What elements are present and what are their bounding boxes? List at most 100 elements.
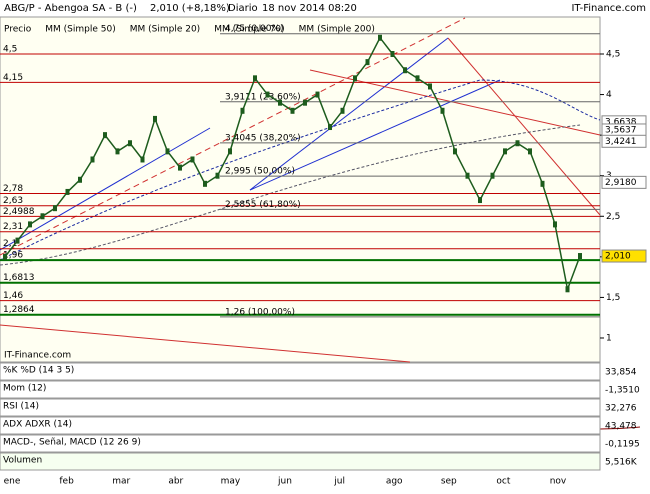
candle: [353, 75, 357, 82]
x-tick-label: mar: [112, 477, 130, 487]
candle: [28, 221, 32, 228]
brand: IT-Finance.com: [571, 3, 646, 14]
level-label: 3,9111 (23,60%): [225, 92, 301, 102]
level-label: 4,75 (0,00%): [225, 24, 284, 34]
marker-box: [601, 134, 647, 148]
candle: [228, 148, 232, 155]
y-tick-label: 4,5: [606, 49, 620, 59]
level-label: 4,5: [3, 44, 17, 54]
candle: [315, 91, 320, 98]
level-label: 1,96: [3, 251, 23, 261]
x-tick-label: ene: [4, 477, 21, 487]
x-tick-label: sep: [441, 477, 457, 487]
candle: [190, 156, 195, 163]
trendline: [447, 37, 601, 216]
trendline: [249, 37, 449, 191]
level-label: 2,1: [3, 239, 17, 249]
candle: [515, 140, 520, 147]
legend-entry: Precio: [4, 25, 32, 35]
x-tick-label: feb: [59, 477, 74, 487]
candle: [365, 59, 370, 66]
x-tick-label: ago: [386, 477, 403, 487]
x-tick-label: jun: [277, 477, 292, 487]
candle: [440, 107, 445, 114]
panel-value: -0,1195: [605, 440, 640, 450]
candle: [540, 180, 545, 187]
panel-name: RSI (14): [3, 402, 39, 412]
trendline: [309, 69, 601, 136]
marker-box: [601, 249, 647, 263]
candle: [578, 253, 582, 260]
marker-label: 3,4241: [605, 137, 637, 147]
candle: [278, 99, 282, 106]
candle: [290, 107, 295, 114]
candle: [478, 197, 482, 204]
candle: [253, 75, 257, 82]
candle: [340, 107, 345, 114]
candle: [53, 205, 57, 212]
trendline: [0, 127, 211, 251]
candle: [328, 124, 332, 131]
panel-name: Volumen: [3, 456, 42, 466]
candle: [40, 213, 45, 220]
panel-value: 5,516K: [605, 458, 638, 468]
panel: [0, 416, 601, 435]
legend-entry: MM (Simple 200): [299, 25, 375, 35]
candle: [178, 164, 182, 171]
quote: 2,010 (+8,18%): [150, 3, 230, 14]
candle: [140, 156, 145, 163]
candle: [240, 107, 245, 114]
legend-entry: MM (Simple 20): [130, 25, 200, 35]
candle: [103, 132, 107, 139]
panel-name: Mom (12): [3, 384, 46, 394]
candle: [565, 286, 570, 293]
level-label: 1,2864: [3, 305, 35, 315]
level-label: 2,63: [3, 196, 23, 206]
panel: [0, 434, 601, 453]
candle: [203, 180, 207, 187]
candle: [115, 148, 120, 155]
title: ABG/P - Abengoa SA - B (-): [4, 3, 137, 14]
candle: [215, 172, 220, 179]
marker-label: 2,9180: [605, 178, 637, 188]
panel: [0, 452, 601, 471]
panel: [0, 398, 601, 417]
candle: [528, 148, 532, 155]
x-tick-label: oct: [496, 477, 510, 487]
y-tick-label: 4: [606, 90, 612, 100]
x-tick-label: abr: [168, 477, 183, 487]
x-tick-label: may: [221, 477, 241, 487]
trendline: [249, 79, 501, 191]
panel-value: 43,478: [605, 422, 637, 432]
candle: [503, 148, 507, 155]
panel-name: MACD-, Señal, MACD (12 26 9): [3, 438, 141, 448]
legend-entry: MM (Simple 70): [214, 25, 284, 35]
panel-name: %K %D (14 3 5): [3, 366, 74, 376]
panel-value: 33,854: [605, 368, 637, 378]
level-label: 1,6813: [3, 273, 35, 283]
level-label: 2,31: [3, 222, 23, 232]
moving-average: [0, 79, 601, 261]
panel: [0, 380, 601, 399]
level-label: 2,995 (50,00%): [225, 167, 295, 177]
legend-entry: MM (Simple 50): [45, 25, 115, 35]
marker-box: [601, 175, 647, 189]
panel-value: 32,276: [605, 404, 637, 414]
x-tick-label: nov: [550, 477, 567, 487]
candle: [403, 67, 407, 74]
candle: [65, 188, 70, 195]
candle: [490, 172, 495, 179]
candle: [428, 83, 432, 90]
y-tick-label: 1: [606, 333, 612, 343]
level-label: 4,15: [3, 73, 23, 83]
candle: [415, 75, 420, 82]
level-label: 2,5855 (61,80%): [225, 200, 301, 210]
candle: [378, 34, 382, 41]
marker-label: 2,010: [605, 252, 631, 262]
marker-label: 3,6638: [605, 117, 637, 127]
candle: [553, 221, 557, 228]
y-tick-label: 1,5: [606, 293, 620, 303]
candle: [390, 50, 395, 57]
watermark: IT-Finance.com: [4, 351, 71, 361]
